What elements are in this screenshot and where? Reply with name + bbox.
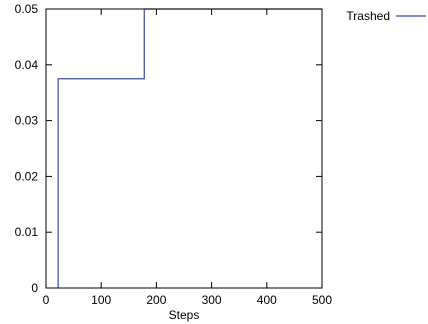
y-tick-label: 0.03 [15,114,39,128]
series-line-trashed [57,8,322,288]
x-tick-label: 400 [257,293,277,307]
y-tick-label: 0.02 [15,169,39,183]
x-tick-label: 300 [202,293,222,307]
x-axis: 0 100 200 300 400 500 [43,9,332,307]
plot-frame [45,8,323,289]
y-tick-label: 0.04 [15,58,39,72]
x-tick-label: 0 [43,293,50,307]
y-tick-label: 0.05 [15,2,39,16]
legend: Trashed [346,9,426,23]
y-axis: 0 0.01 0.02 0.03 0.04 0.05 [15,2,322,295]
legend-label: Trashed [346,9,390,23]
x-tick-label: 100 [91,293,111,307]
x-axis-title: Steps [169,308,200,322]
y-tick-label: 0.01 [15,225,39,239]
series-layer [57,8,322,288]
x-tick-label: 500 [312,293,332,307]
y-tick-label: 0 [31,281,38,295]
x-tick-label: 200 [146,293,166,307]
